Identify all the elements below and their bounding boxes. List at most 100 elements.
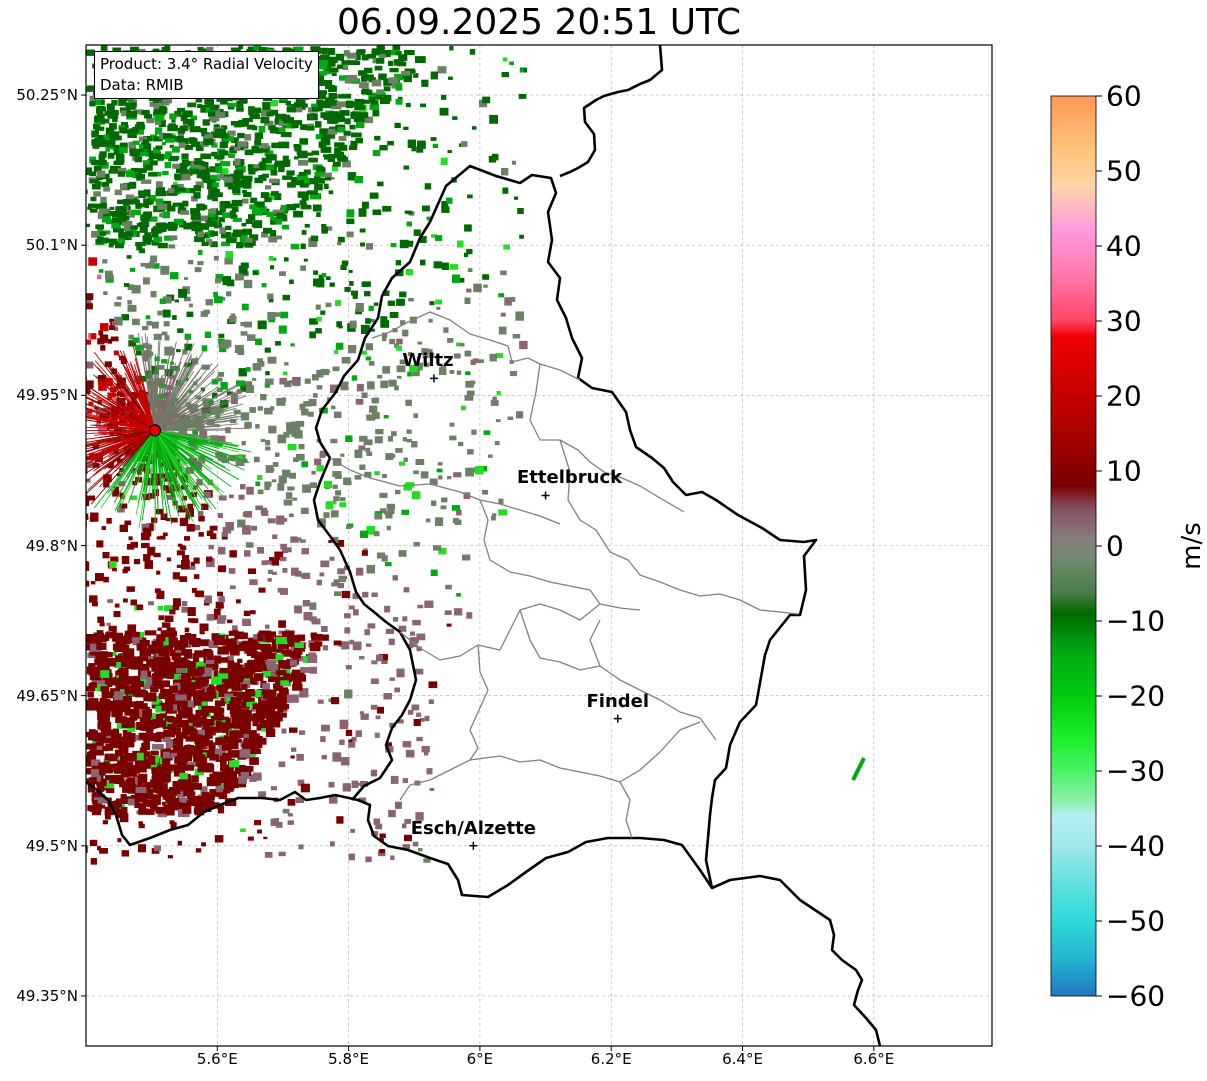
- echo-cell: [55, 713, 60, 718]
- echo-cell: [212, 215, 219, 220]
- echo-cell: [218, 565, 227, 573]
- echo-cell: [15, 372, 21, 377]
- echo-cell: [351, 375, 358, 381]
- echo-cell: [51, 730, 58, 737]
- echo-cell: [337, 127, 346, 133]
- echo-cell: [297, 152, 308, 159]
- echo-cell: [365, 356, 372, 361]
- echo-cell: [322, 645, 329, 651]
- echo-cell: [155, 120, 162, 126]
- echo-cell: [17, 284, 23, 288]
- echo-cell: [76, 468, 80, 472]
- echo-cell: [97, 616, 104, 623]
- echo-cell: [372, 110, 380, 117]
- echo-cell: [278, 325, 287, 334]
- echo-cell: [150, 291, 157, 298]
- echo-cell: [334, 350, 339, 354]
- echo-cell: [128, 141, 136, 149]
- echo-cell: [316, 385, 323, 390]
- echo-cell: [146, 344, 153, 350]
- echo-cell: [220, 125, 228, 130]
- echo-cell: [394, 73, 403, 81]
- echo-cell: [441, 206, 450, 213]
- echo-cell: [248, 169, 256, 175]
- echo-cell: [286, 170, 295, 176]
- echo-cell: [214, 154, 225, 159]
- echo-cell: [354, 176, 363, 184]
- echo-cell: [172, 202, 183, 207]
- echo-cell: [211, 614, 218, 620]
- echo-cell: [210, 533, 217, 540]
- echo-cell: [44, 429, 52, 438]
- echo-cell: [212, 392, 218, 399]
- echo-cell: [72, 79, 77, 82]
- echo-cell: [298, 159, 308, 166]
- echo-cell: [61, 810, 65, 814]
- echo-cell: [76, 127, 81, 130]
- echo-cell: [204, 98, 214, 105]
- echo-cell: [69, 631, 73, 635]
- echo-cell: [368, 305, 374, 311]
- echo-cell: [67, 415, 75, 422]
- echo-cell: [489, 114, 498, 124]
- echo-cell: [97, 212, 105, 219]
- echo-cell: [514, 196, 519, 200]
- echo-cell: [68, 370, 73, 374]
- echo-cell: [374, 135, 381, 141]
- echo-cell: [67, 494, 74, 501]
- echo-cell: [332, 484, 338, 489]
- echo-cell: [265, 185, 272, 190]
- echo-cell: [63, 276, 71, 283]
- echo-cell: [40, 641, 47, 648]
- echo-cell: [264, 197, 272, 203]
- echo-cell: [155, 191, 167, 197]
- echo-cell: [280, 132, 292, 138]
- echo-cell: [241, 175, 253, 182]
- echo-cell: [177, 107, 185, 113]
- echo-cell: [223, 136, 234, 142]
- echo-cell: [107, 145, 115, 150]
- echo-cell: [225, 427, 231, 434]
- echo-cell: [94, 126, 105, 131]
- echo-cell: [235, 459, 245, 466]
- echo-cell: [239, 237, 250, 242]
- echo-cell: [116, 296, 122, 300]
- echo-cell: [107, 339, 113, 344]
- echo-cell: [124, 234, 132, 241]
- echo-cell: [295, 571, 302, 577]
- echo-cell: [66, 420, 72, 425]
- echo-cell: [334, 411, 342, 418]
- echo-cell: [48, 568, 55, 575]
- echo-cell: [396, 345, 402, 351]
- echo-cell: [89, 517, 95, 522]
- echo-cell: [163, 133, 173, 140]
- echo-cell: [415, 459, 425, 465]
- echo-cell: [39, 370, 45, 375]
- echo-cell: [279, 377, 287, 385]
- echo-cell: [33, 271, 37, 275]
- echo-cell: [426, 349, 433, 354]
- echo-cell: [152, 239, 159, 246]
- echo-cell: [183, 222, 193, 230]
- echo-cell: [431, 234, 437, 238]
- echo-cell: [399, 359, 406, 365]
- echo-cell: [36, 319, 42, 324]
- echo-cell: [195, 95, 203, 103]
- echo-cell: [286, 106, 297, 113]
- echo-cell: [4, 574, 13, 584]
- echo-cell: [96, 204, 103, 210]
- echo-cell: [278, 166, 285, 173]
- echo-cell: [50, 495, 54, 499]
- echo-cell: [257, 475, 263, 480]
- echo-cell: [311, 107, 323, 112]
- echo-cell: [119, 355, 126, 361]
- echo-cell: [374, 436, 383, 444]
- echo-cell: [380, 320, 390, 328]
- echo-cell: [29, 606, 34, 611]
- echo-cell: [318, 274, 324, 280]
- echo-cell: [166, 385, 174, 390]
- echo-cell: [0, 702, 5, 707]
- echo-cell: [241, 223, 247, 227]
- echo-cell: [375, 429, 384, 435]
- echo-cell: [86, 460, 87, 470]
